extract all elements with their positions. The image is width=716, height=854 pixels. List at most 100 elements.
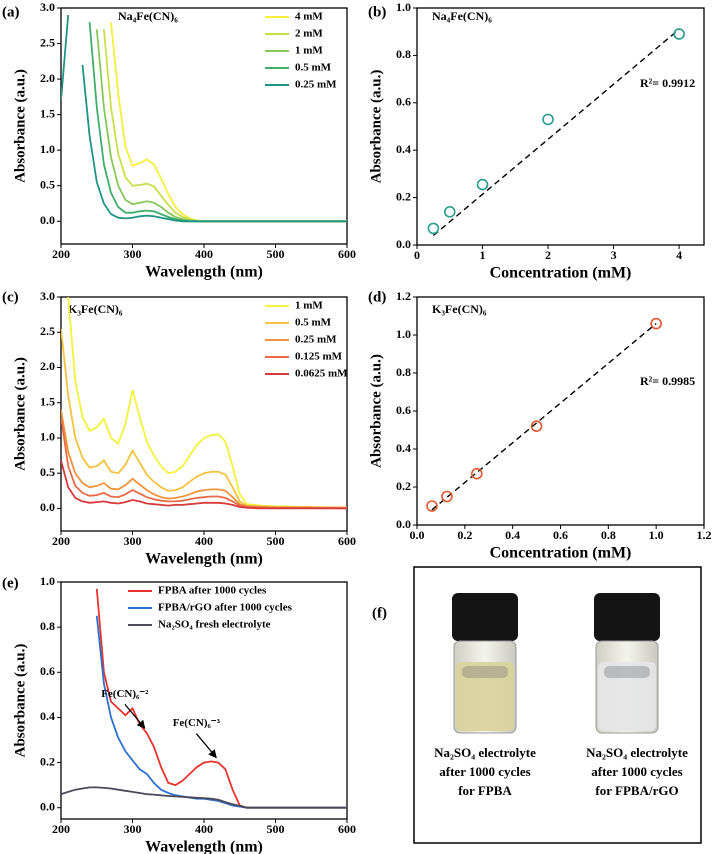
y-tick-label: 1.5 <box>40 394 55 408</box>
x-tick-label: 600 <box>338 534 356 548</box>
y-tick-label: 0.8 <box>396 47 411 61</box>
y-tick-label: 3.0 <box>40 289 55 303</box>
chart-title: Na₄Fe(CN)₆ <box>432 9 492 23</box>
y-tick-label: 0.4 <box>40 709 55 723</box>
point <box>673 28 685 40</box>
x-tick-label: 200 <box>52 822 70 836</box>
y-tick-label: 0.5 <box>40 465 55 479</box>
x-tick-label: 0.6 <box>553 528 568 542</box>
panel-label: (f) <box>372 605 387 621</box>
annotation-arrow <box>124 703 146 729</box>
point <box>650 317 662 330</box>
x-tick-label: 500 <box>267 822 285 836</box>
legend-label: FPBA/rGO after 1000 cycles <box>158 602 293 614</box>
legend-label: 0.25 mM <box>295 79 337 91</box>
x-tick-label: 400 <box>195 247 213 261</box>
legend-label: 1 mM <box>295 300 323 312</box>
y-tick-label: 2.5 <box>40 324 55 338</box>
point <box>443 206 456 218</box>
point <box>427 222 440 235</box>
fit-line <box>431 323 657 511</box>
fit-line <box>432 28 680 237</box>
panel-label: (e) <box>2 575 19 591</box>
panel-label: (b) <box>368 4 386 20</box>
x-axis-label: Wavelength (nm) <box>145 839 263 854</box>
y-tick-label: 0.6 <box>396 95 411 109</box>
plot-frame <box>416 296 705 526</box>
y-tick-label: 0.2 <box>396 189 411 203</box>
y-tick-label: 3.0 <box>40 0 55 14</box>
x-tick-label: 3 <box>611 248 617 262</box>
y-tick-label: 1.0 <box>40 142 55 156</box>
y-tick-label: 0.4 <box>396 441 411 455</box>
legend-label: 0.5 mM <box>295 62 332 74</box>
panel-label: (d) <box>368 289 386 305</box>
y-tick-label: 0.8 <box>40 619 55 633</box>
annotation-arrow <box>195 733 217 759</box>
legend-label: 1 mM <box>295 45 323 57</box>
photo-panel: (f) <box>372 566 702 844</box>
photo-caption: Na₂SO₄ electrolyte <box>434 745 536 760</box>
chart-title: K₃Fe(CN)₆ <box>432 302 487 316</box>
y-tick-label: 2.5 <box>40 35 55 49</box>
photo-caption: after 1000 cycles <box>439 764 530 779</box>
plot-area <box>61 15 347 223</box>
y-axis-label: Absorbance (a.u.) <box>368 354 384 468</box>
plot-frame <box>416 7 705 246</box>
y-axis-label: Absorbance (a.u.) <box>12 357 28 471</box>
line <box>61 460 347 510</box>
x-tick-label: 200 <box>52 534 70 548</box>
photo-caption: for FPBA <box>458 783 512 798</box>
plot-area <box>61 297 347 510</box>
point <box>542 113 554 126</box>
y-tick-label: 0.0 <box>40 799 55 813</box>
y-tick-label: 0.0 <box>40 213 55 227</box>
x-tick-label: 2 <box>545 248 551 262</box>
panel: 0.0 0.2 0.4 0.6 0.8 1.0 1.2 0.0 0.2 0.4 0.6 0.8 1.0 1… <box>368 289 712 562</box>
panel-label: (a) <box>2 4 20 20</box>
x-tick-label: 600 <box>338 247 356 261</box>
point <box>476 178 489 191</box>
x-tick-label: 4 <box>676 248 682 262</box>
line <box>103 29 347 223</box>
line <box>61 15 347 223</box>
y-tick-label: 0.0 <box>396 237 411 251</box>
photo-caption: Na₂SO₄ electrolyte <box>586 745 688 760</box>
panel: 200 300 400 500 600 0.0 0.5 1.0 1.5 2.0 2.5 3.0 Wave… <box>2 289 356 568</box>
x-axis-label: Wavelength (nm) <box>145 551 263 568</box>
line <box>61 786 347 809</box>
y-tick-label: 0.4 <box>396 142 411 156</box>
x-axis-label: Concentration (mM) <box>490 545 632 562</box>
x-tick-label: 500 <box>267 534 285 548</box>
photo-caption: after 1000 cycles <box>591 764 682 779</box>
line <box>95 29 347 223</box>
line <box>67 297 347 509</box>
plot-area <box>432 28 680 237</box>
y-tick-label: 0.0 <box>396 517 411 531</box>
x-tick-label: 0.8 <box>601 528 616 542</box>
y-tick-label: 0.6 <box>40 664 55 678</box>
y-tick-label: 1.2 <box>396 289 411 303</box>
point <box>470 467 483 480</box>
plot-frame <box>60 7 348 245</box>
x-tick-label: 500 <box>267 247 285 261</box>
y-tick-label: 0.5 <box>40 177 55 191</box>
annotation: Fe(CN)₆⁻³ <box>173 717 221 729</box>
line <box>61 416 347 510</box>
plot-area <box>61 588 347 809</box>
x-tick-label: 200 <box>52 247 70 261</box>
legend-label: 0.5 mM <box>295 317 332 329</box>
photo-caption: for FPBA/rGO <box>595 783 678 798</box>
legend-label: FPBA after 1000 cycles <box>158 585 267 597</box>
x-tick-label: 0.2 <box>457 528 472 542</box>
y-tick-label: 0.2 <box>40 754 55 768</box>
x-tick-label: 300 <box>124 534 142 548</box>
y-tick-label: 0.2 <box>396 479 411 493</box>
annotation: R²= 0.9985 <box>640 374 695 388</box>
y-axis-label: Absorbance (a.u.) <box>12 69 28 183</box>
y-tick-label: 0.8 <box>396 365 411 379</box>
x-axis-label: Concentration (mM) <box>490 265 632 282</box>
y-tick-label: 0.0 <box>40 500 55 514</box>
legend-label: 0.0625 mM <box>295 368 348 380</box>
